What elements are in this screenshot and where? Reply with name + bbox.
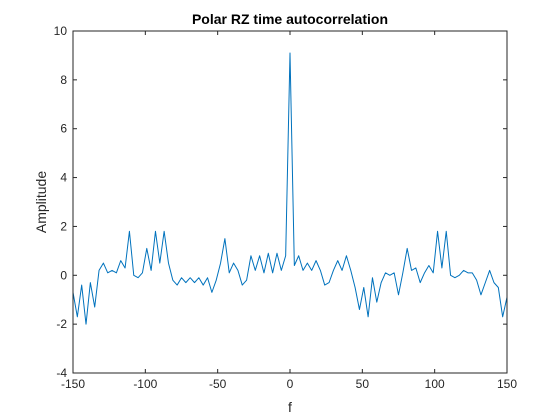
plot-area — [73, 31, 507, 373]
y-axis-label: Amplitude — [33, 171, 49, 233]
y-tick-label: 8 — [60, 73, 67, 87]
y-tick-label: 6 — [60, 122, 67, 136]
x-tick-label: -50 — [209, 377, 227, 391]
tick-layer: -150 -100 -50 0 50 100 150 -4 -2 0 2 4 6 8 10 — [54, 24, 518, 391]
x-tick-label: 50 — [356, 377, 370, 391]
y-tick-label: 0 — [60, 268, 67, 282]
x-tick-label: -100 — [133, 377, 157, 391]
y-tick-label: -4 — [56, 366, 67, 380]
x-tick-label: 150 — [497, 377, 517, 391]
x-tick-label: 100 — [425, 377, 445, 391]
x-tick-label: -150 — [61, 377, 85, 391]
x-tick-label: 0 — [287, 377, 294, 391]
series-line — [72, 52, 508, 325]
x-axis-label: f — [288, 399, 292, 415]
y-tick-label: 2 — [60, 219, 67, 233]
y-tick-label: 10 — [54, 24, 68, 38]
chart-title: Polar RZ time autocorrelation — [192, 11, 388, 27]
y-tick-label: -2 — [56, 317, 67, 331]
y-tick-label: 4 — [60, 171, 67, 185]
series-layer — [72, 52, 508, 325]
